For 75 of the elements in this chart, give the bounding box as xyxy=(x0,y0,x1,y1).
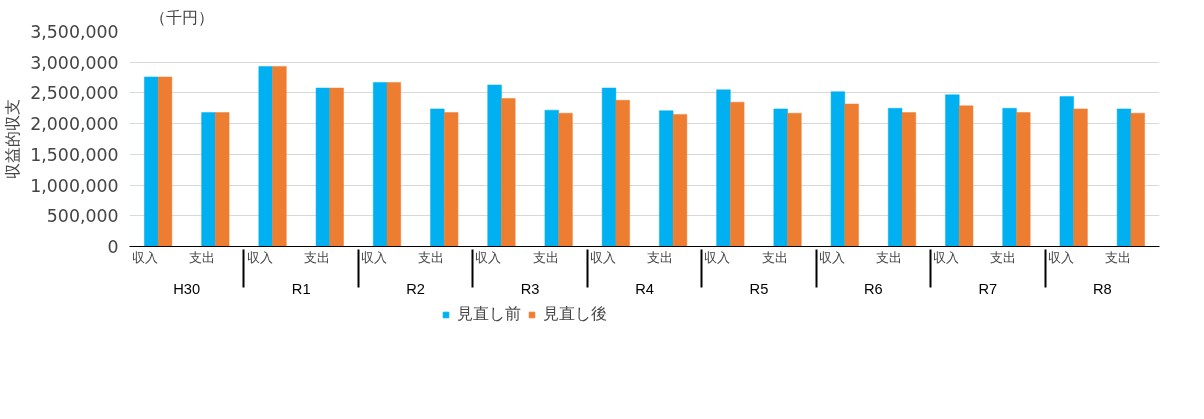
legend-label: 見直し前 xyxy=(457,303,521,325)
bar xyxy=(730,101,745,247)
bar xyxy=(1116,108,1132,247)
bar xyxy=(601,87,617,247)
bar xyxy=(272,66,287,247)
bar xyxy=(787,112,802,247)
text: R1 xyxy=(291,280,311,297)
x-tick-label: 支出 xyxy=(647,250,674,265)
bar xyxy=(958,105,974,247)
bar xyxy=(258,66,273,247)
bar xyxy=(558,112,573,247)
bar xyxy=(443,112,459,247)
text: R6 xyxy=(864,280,883,297)
y-tick-label: 3,000,000 xyxy=(30,52,119,73)
y-axis-title: 収益的収支 xyxy=(3,99,23,179)
text: R8 xyxy=(1092,280,1112,297)
bar xyxy=(201,112,216,247)
bar xyxy=(1130,112,1145,247)
text: R3 xyxy=(520,280,540,297)
x-tick-label: 支出 xyxy=(761,250,788,265)
y-tick-label: 2,500,000 xyxy=(30,83,119,104)
bar xyxy=(844,103,859,247)
x-tick-label: 支出 xyxy=(1104,250,1131,265)
bar xyxy=(430,108,445,247)
text: （千円） xyxy=(149,7,214,27)
bar xyxy=(672,114,688,247)
bar xyxy=(888,108,903,247)
bar xyxy=(773,108,788,247)
bar xyxy=(1016,112,1031,247)
bar xyxy=(215,112,230,247)
text: R5 xyxy=(749,280,769,297)
y-tick-label: 1,500,000 xyxy=(30,144,119,165)
x-tick-label: 支出 xyxy=(990,250,1017,265)
x-tick-label: 収入 xyxy=(132,250,159,265)
text: H30 xyxy=(173,280,201,297)
bar xyxy=(1073,108,1088,247)
bar xyxy=(487,84,502,247)
text: R7 xyxy=(978,280,998,297)
bar xyxy=(157,76,173,247)
x-tick-label: 収入 xyxy=(704,250,731,265)
bar xyxy=(386,82,401,247)
bar xyxy=(373,82,388,247)
bar xyxy=(716,89,731,247)
bar xyxy=(501,98,516,247)
legend-label: 見直し後 xyxy=(543,303,607,325)
x-tick-label: 収入 xyxy=(1047,250,1074,265)
x-tick-label: 収入 xyxy=(475,250,502,265)
x-tick-label: 収入 xyxy=(246,250,273,265)
bar xyxy=(544,109,559,247)
x-tick-label: 支出 xyxy=(189,250,216,265)
bar xyxy=(329,87,344,247)
x-tick-label: 収入 xyxy=(818,250,845,265)
y-tick-label: 2,000,000 xyxy=(30,114,119,135)
bar xyxy=(659,110,674,247)
y-tick-label: 500,000 xyxy=(46,206,119,227)
x-tick-label: 支出 xyxy=(418,250,445,265)
bar xyxy=(144,76,159,247)
bar xyxy=(315,87,331,247)
x-tick-label: 支出 xyxy=(876,250,902,265)
bar xyxy=(901,112,916,247)
bar xyxy=(830,91,846,247)
bar xyxy=(945,94,960,247)
x-tick-label: 収入 xyxy=(589,250,616,265)
x-tick-label: 収入 xyxy=(933,250,960,265)
y-tick-label: 0 xyxy=(107,237,119,257)
y-tick-label: 1,000,000 xyxy=(30,175,119,196)
bar xyxy=(615,100,630,247)
x-tick-label: 支出 xyxy=(532,250,559,265)
bar xyxy=(1002,108,1017,247)
text: R2 xyxy=(406,280,425,297)
bar xyxy=(1059,96,1074,247)
text: R4 xyxy=(635,280,654,297)
y-tick-label: 3,500,000 xyxy=(30,22,119,42)
x-tick-label: 収入 xyxy=(361,250,387,265)
x-tick-label: 支出 xyxy=(303,250,330,265)
